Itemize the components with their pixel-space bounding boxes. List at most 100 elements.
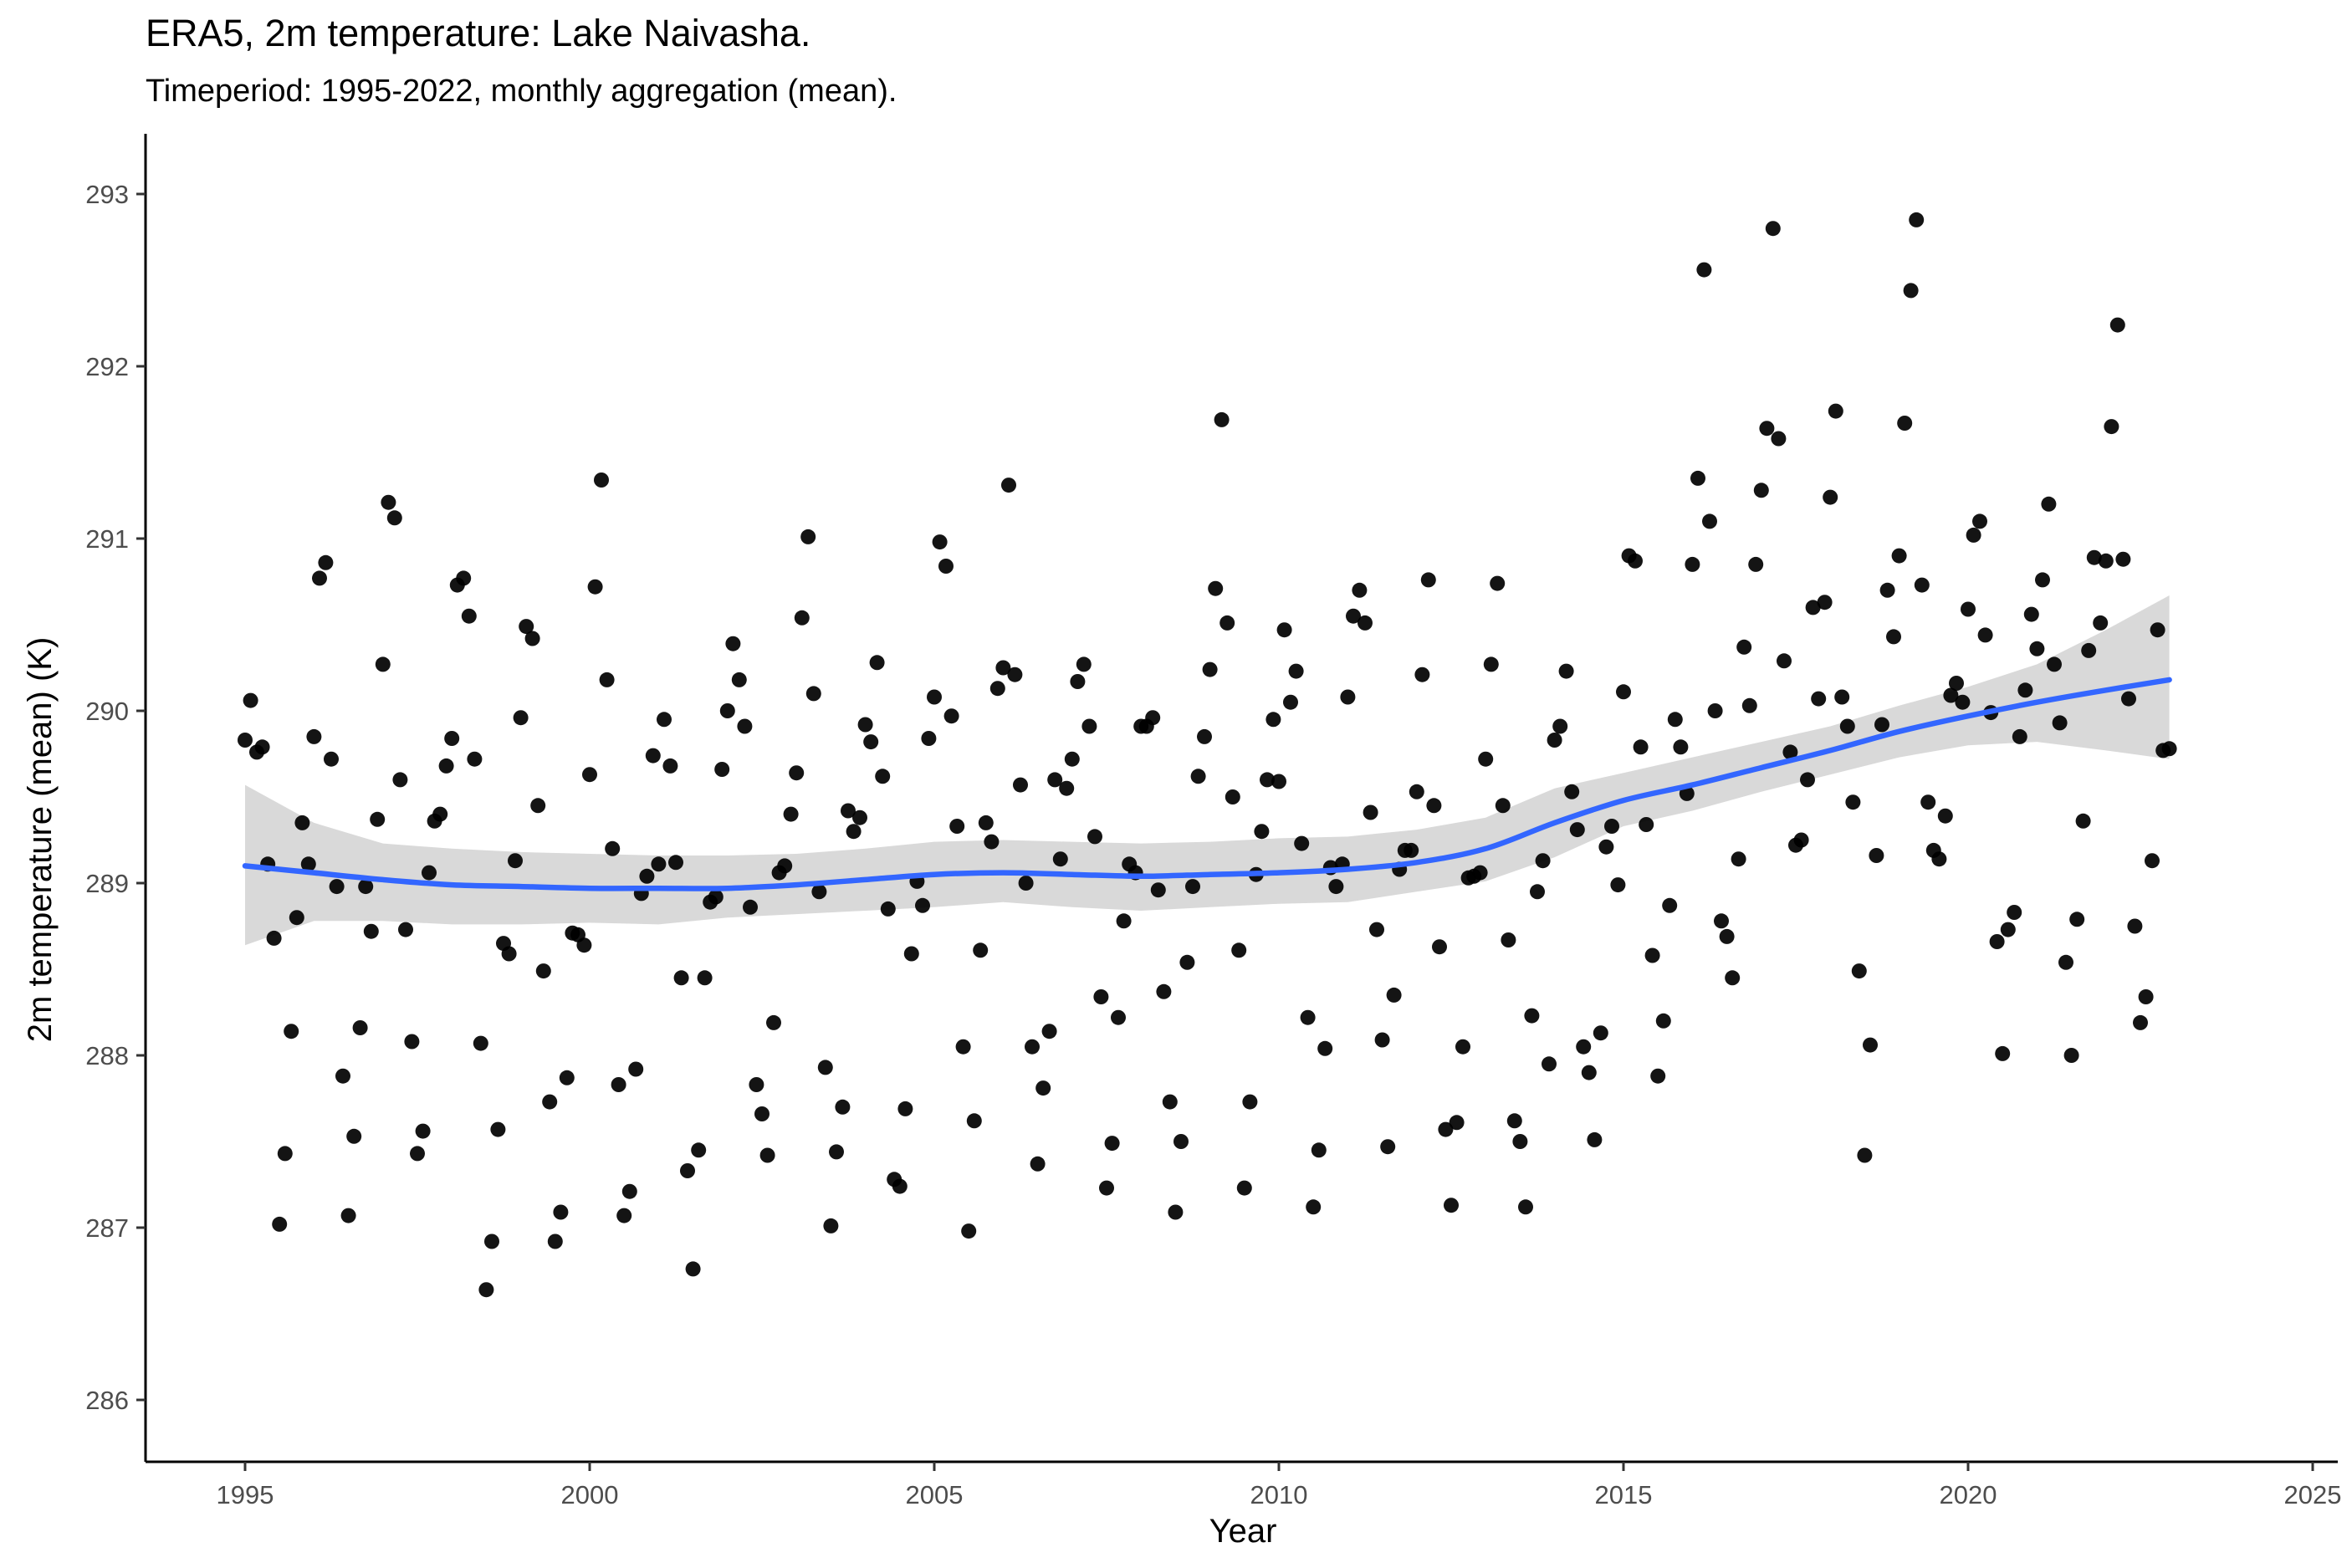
data-point	[1018, 876, 1034, 891]
data-point	[1937, 808, 1953, 824]
data-point	[1777, 653, 1792, 669]
data-point	[1874, 717, 1889, 733]
data-point	[737, 718, 753, 734]
data-point	[1633, 739, 1649, 755]
data-point	[2127, 918, 2143, 934]
data-point	[2093, 615, 2109, 631]
data-point	[1455, 1039, 1470, 1055]
data-point	[1593, 1025, 1608, 1041]
data-point	[346, 1128, 362, 1144]
data-point	[766, 1014, 781, 1030]
data-point	[438, 758, 454, 774]
data-point	[2104, 419, 2119, 435]
chart-title: ERA5, 2m temperature: Lake Naivasha.	[146, 12, 811, 54]
data-point	[869, 655, 885, 671]
confidence-band-layer	[245, 595, 2170, 946]
data-point	[559, 1070, 575, 1085]
data-point	[410, 1146, 425, 1162]
data-point	[519, 619, 534, 635]
data-point	[932, 534, 948, 550]
data-point	[719, 703, 735, 718]
data-point	[1897, 416, 1913, 431]
data-point	[811, 884, 827, 900]
data-point	[444, 731, 460, 746]
data-point	[714, 762, 730, 777]
data-point	[1363, 804, 1378, 820]
data-point	[582, 767, 597, 783]
data-point	[2029, 641, 2045, 656]
data-point	[777, 858, 793, 874]
data-point	[1524, 1008, 1540, 1024]
data-point	[381, 494, 396, 510]
data-point	[352, 1020, 368, 1035]
data-point	[312, 570, 327, 586]
data-point	[370, 811, 386, 827]
data-point	[800, 529, 816, 544]
data-point	[657, 712, 672, 728]
data-point	[2069, 912, 2085, 927]
data-point	[2041, 496, 2057, 512]
data-point	[1793, 832, 1809, 848]
data-point	[272, 1216, 288, 1232]
data-point	[1828, 403, 1843, 419]
data-point	[1731, 851, 1746, 867]
data-point	[2075, 813, 2091, 829]
data-point	[708, 889, 723, 905]
data-point	[324, 751, 339, 767]
data-point	[2161, 741, 2177, 757]
y-tick-label: 290	[85, 697, 129, 726]
data-point	[605, 840, 621, 856]
data-point	[1025, 1039, 1040, 1055]
data-point	[794, 610, 810, 626]
data-point	[1542, 1056, 1557, 1072]
data-point	[984, 834, 1000, 850]
data-point	[329, 879, 345, 895]
data-point	[594, 472, 609, 488]
data-point	[1564, 784, 1580, 799]
data-point	[1013, 777, 1028, 793]
data-point	[2012, 728, 2027, 744]
data-point	[1035, 1080, 1051, 1096]
data-point	[1052, 851, 1068, 867]
data-point	[1190, 769, 1206, 784]
data-point	[415, 1123, 431, 1139]
data-point	[1087, 829, 1102, 845]
data-point	[1374, 1032, 1390, 1048]
data-point	[846, 824, 862, 840]
x-tick-label: 2025	[2284, 1480, 2342, 1509]
data-point	[1179, 954, 1195, 970]
data-point	[1047, 772, 1063, 788]
data-point	[1414, 667, 1430, 682]
data-point	[1805, 600, 1821, 615]
data-point	[662, 758, 678, 774]
data-point	[1490, 575, 1506, 591]
smooth-trend-line	[242, 677, 2172, 891]
data-point	[456, 570, 472, 586]
data-point	[1782, 744, 1798, 760]
data-point	[530, 798, 546, 814]
data-point	[1863, 1037, 1878, 1053]
data-point	[1369, 922, 1384, 937]
data-point	[673, 970, 689, 986]
x-tick-label: 2020	[1940, 1480, 1997, 1509]
data-point	[1426, 798, 1442, 814]
data-point	[805, 686, 821, 702]
data-point	[1168, 1204, 1184, 1220]
data-point	[1581, 1065, 1597, 1080]
data-point	[1041, 1024, 1057, 1039]
data-point	[1851, 963, 1867, 979]
data-point	[1306, 1199, 1322, 1215]
data-point	[1081, 718, 1097, 734]
data-point	[1823, 489, 1838, 505]
data-point	[422, 865, 437, 881]
data-point	[467, 751, 483, 767]
data-point	[1202, 661, 1218, 677]
data-point	[852, 810, 867, 825]
data-point	[1576, 1039, 1592, 1055]
data-point	[1685, 556, 1700, 572]
data-point	[1225, 789, 1240, 804]
data-point	[1604, 819, 1619, 834]
data-point	[1765, 221, 1781, 237]
data-point	[1558, 663, 1574, 679]
data-point	[1845, 794, 1861, 810]
